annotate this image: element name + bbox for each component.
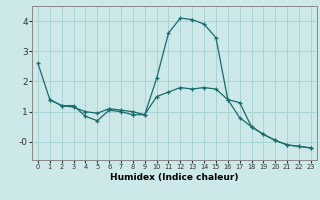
X-axis label: Humidex (Indice chaleur): Humidex (Indice chaleur) — [110, 173, 239, 182]
